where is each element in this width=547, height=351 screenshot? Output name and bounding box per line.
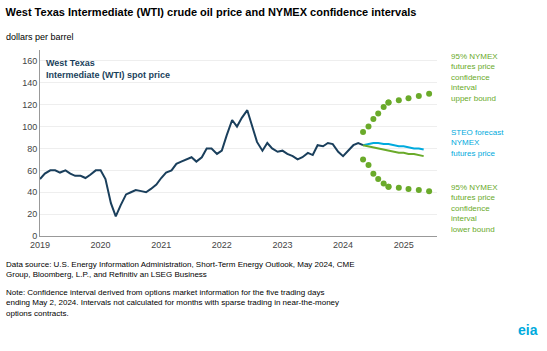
svg-text:Data source: U.S. Energy Infor: Data source: U.S. Energy Information Adm… [6, 260, 355, 279]
svg-text:2019: 2019 [30, 240, 50, 250]
svg-text:2020: 2020 [91, 240, 111, 250]
svg-text:2023: 2023 [272, 240, 292, 250]
svg-text:Note: Confidence interval deri: Note: Confidence interval derived from o… [6, 288, 339, 318]
svg-text:160: 160 [22, 56, 37, 66]
svg-text:STEO forecastNYMEXfutures pric: STEO forecastNYMEXfutures price [451, 128, 504, 158]
svg-text:dollars per barrel: dollars per barrel [6, 32, 74, 42]
svg-text:2022: 2022 [212, 240, 232, 250]
svg-text:20: 20 [27, 209, 37, 219]
svg-text:West TexasIntermediate (WTI) s: West TexasIntermediate (WTI) spot price [46, 58, 170, 80]
svg-text:2024: 2024 [333, 240, 353, 250]
svg-text:40: 40 [27, 187, 37, 197]
svg-text:2021: 2021 [151, 240, 171, 250]
svg-text:95% NYMEXfutures priceconfiden: 95% NYMEXfutures priceconfidenceinterval… [451, 52, 498, 103]
svg-text:100: 100 [22, 122, 37, 132]
svg-text:60: 60 [27, 166, 37, 176]
svg-text:0: 0 [32, 231, 37, 241]
svg-text:2025: 2025 [394, 240, 414, 250]
svg-text:120: 120 [22, 100, 37, 110]
svg-text:80: 80 [27, 144, 37, 154]
svg-text:140: 140 [22, 78, 37, 88]
svg-text:West Texas Intermediate (WTI): West Texas Intermediate (WTI) crude oil … [5, 6, 416, 18]
svg-text:eia: eia [518, 322, 538, 338]
svg-text:95% NYMEXfutures priceconfiden: 95% NYMEXfutures priceconfidenceinterval… [451, 183, 498, 234]
